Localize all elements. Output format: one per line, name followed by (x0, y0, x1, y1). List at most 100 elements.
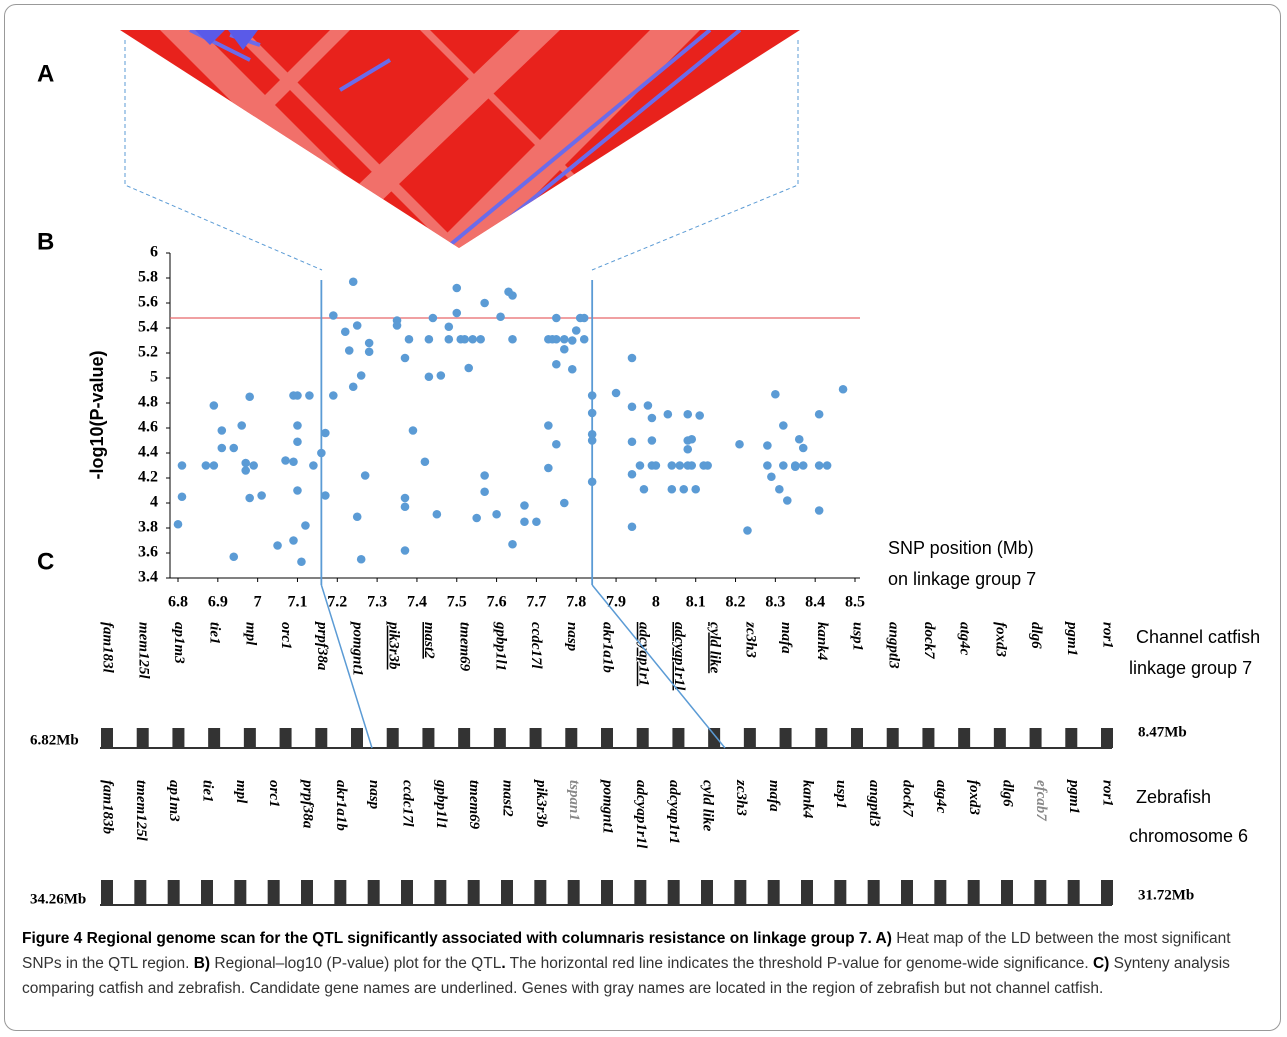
x-tick-label: 7.1 (287, 594, 307, 611)
y-tick-label: 4 (150, 494, 158, 511)
snp-point (480, 487, 489, 497)
gene-name: dlg6 (1000, 780, 1016, 807)
gene-block (743, 728, 756, 748)
gene-name: adcyap1r1l (633, 780, 649, 849)
y-tick-label: 6 (150, 244, 158, 261)
gene-block (634, 880, 647, 905)
snp-point (321, 428, 330, 438)
snp-point (703, 461, 712, 470)
gene-block (1001, 880, 1013, 905)
snp-point (360, 471, 370, 480)
snp-point (567, 336, 577, 345)
snp-point (241, 466, 250, 475)
snp-point (735, 439, 744, 449)
snp-point (476, 334, 485, 344)
panel-label: C (37, 548, 54, 575)
ld-heatmap (120, 30, 800, 248)
snp-point (177, 461, 187, 470)
gene-name: pomgnt1 (350, 620, 366, 676)
snp-point (667, 461, 677, 470)
gene-block (934, 880, 947, 905)
snp-point (695, 411, 704, 420)
gene-block (701, 880, 713, 905)
snp-point (579, 313, 589, 323)
gene-name: cyld like (707, 622, 723, 674)
track-label: linkage group 7 (1129, 658, 1252, 678)
snp-point (400, 546, 410, 555)
snp-point (348, 277, 358, 287)
gene-block (967, 880, 980, 905)
snp-point (687, 434, 697, 444)
gene-name: tie1 (207, 622, 223, 645)
gene-name: mafa (766, 780, 782, 812)
snp-point (201, 461, 211, 470)
x-tick-label: 7.5 (447, 594, 467, 611)
caption-text: B) (193, 955, 211, 972)
gene-name: dlg6 (1028, 622, 1044, 649)
gene-block (1034, 880, 1047, 905)
gene-name: ap1m3 (171, 622, 187, 664)
gene-block (886, 728, 899, 748)
snp-point (559, 498, 569, 508)
gene-name: zc3h3 (733, 779, 749, 816)
snp-point (822, 461, 832, 470)
snp-point (309, 461, 318, 470)
caption-text: Regional–log10 (P-value) plot for the QT… (210, 955, 502, 972)
gene-block (901, 880, 913, 905)
snp-point (452, 283, 462, 293)
snp-point (779, 461, 788, 470)
gene-name: mpl (233, 780, 249, 804)
gene-name: pgm1 (1066, 778, 1082, 814)
snp-point (687, 461, 697, 470)
x-tick-label: 7.7 (526, 594, 546, 611)
gene-block (279, 728, 292, 748)
gene-block (1065, 728, 1078, 748)
gene-name: prpf38a (314, 620, 330, 671)
gene-block (367, 880, 380, 905)
gene-block (501, 880, 513, 905)
snp-point (587, 477, 597, 487)
caption-text: Heat map of the LD between the most sign… (22, 930, 1231, 972)
snp-point (508, 539, 517, 549)
snp-point (552, 313, 561, 323)
snp-point (532, 517, 541, 527)
gene-block (386, 728, 399, 748)
snp-point (639, 484, 649, 494)
snp-point (552, 334, 561, 344)
x-tick-label: 8 (652, 594, 660, 611)
track-label: Zebrafish (1136, 787, 1211, 807)
snp-point (356, 554, 366, 564)
x-tick-label: 6.9 (208, 594, 228, 611)
snp-point (508, 334, 517, 344)
snp-point (520, 501, 529, 510)
gene-name: kank4 (800, 780, 816, 819)
snp-point (392, 321, 402, 330)
x-tick-label: 8.2 (726, 594, 746, 611)
snp-point (281, 456, 290, 465)
snp-point (348, 382, 358, 392)
gene-block (801, 880, 813, 905)
gene-block (767, 880, 780, 905)
snp-point (444, 322, 454, 332)
gene-name: angptl3 (866, 780, 882, 827)
snp-point (779, 421, 788, 430)
gene-name: akr1a1b (333, 780, 349, 831)
gene-name: tmem69 (457, 622, 473, 672)
snp-point (468, 334, 477, 344)
gene-block (565, 728, 578, 748)
snp-point (798, 461, 808, 470)
snp-point (496, 312, 505, 322)
x-tick-label: 7.8 (566, 594, 586, 611)
gene-name: ap1m3 (166, 780, 182, 822)
gene-name: usp1 (850, 622, 866, 651)
gene-name: fam183l (100, 622, 116, 674)
snp-point (257, 491, 266, 500)
snp-point (763, 441, 772, 450)
gene-name: adcyap1r1 (666, 780, 682, 844)
gene-block (667, 880, 680, 905)
snp-point (691, 484, 701, 494)
gene-name: adcyap1r1 (635, 622, 651, 686)
track-label: chromosome 6 (1129, 826, 1248, 846)
gene-block (167, 880, 180, 905)
snp-point (273, 541, 282, 550)
